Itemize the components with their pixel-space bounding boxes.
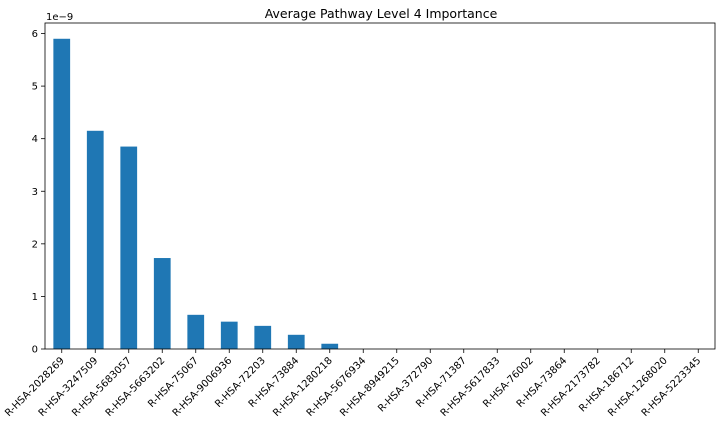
chart-title: Average Pathway Level 4 Importance (265, 6, 498, 21)
x-tick-label: R-HSA-2173782 (539, 355, 603, 419)
y-tick-label: 5 (32, 82, 38, 93)
x-tick-label: R-HSA-1268020 (606, 355, 670, 419)
y-tick-label: 1 (32, 292, 38, 303)
x-tick-label: R-HSA-3247509 (37, 355, 101, 419)
bar-R-HSA-1280218 (321, 343, 339, 349)
x-tick-label: R-HSA-8949215 (338, 355, 402, 419)
bar-R-HSA-3247509 (86, 130, 104, 349)
bars-group (53, 38, 339, 349)
y-tick-label: 6 (32, 29, 38, 40)
x-tick-label: R-HSA-9006936 (171, 355, 235, 419)
bar-R-HSA-73884 (287, 334, 305, 349)
plot-frame (44, 22, 716, 350)
x-tick-label: R-HSA-1280218 (271, 355, 335, 419)
bar-R-HSA-2028269 (53, 38, 71, 349)
x-axis-ticks: R-HSA-2028269R-HSA-3247509R-HSA-5683057R… (3, 349, 703, 419)
y-tick-label: 0 (32, 345, 38, 356)
bar-R-HSA-72203 (254, 325, 272, 349)
bar-R-HSA-9006936 (220, 321, 238, 349)
y-tick-label: 2 (32, 239, 38, 250)
x-tick-label: R-HSA-5676934 (305, 355, 369, 419)
y-axis-offset-label: 1e−9 (46, 12, 73, 23)
y-tick-label: 4 (32, 134, 38, 145)
bar-R-HSA-5683057 (120, 146, 138, 349)
x-tick-label: R-HSA-5223345 (640, 355, 704, 419)
x-tick-label: R-HSA-5663202 (104, 355, 168, 419)
y-axis-ticks: 0 1 2 3 4 5 6 (32, 29, 45, 356)
x-tick-label: R-HSA-2028269 (3, 355, 67, 419)
y-tick-label: 3 (32, 187, 38, 198)
bar-R-HSA-5663202 (153, 258, 171, 349)
x-tick-label: R-HSA-5617833 (439, 355, 503, 419)
bar-R-HSA-75067 (187, 314, 205, 349)
x-tick-label: R-HSA-5683057 (70, 355, 134, 419)
